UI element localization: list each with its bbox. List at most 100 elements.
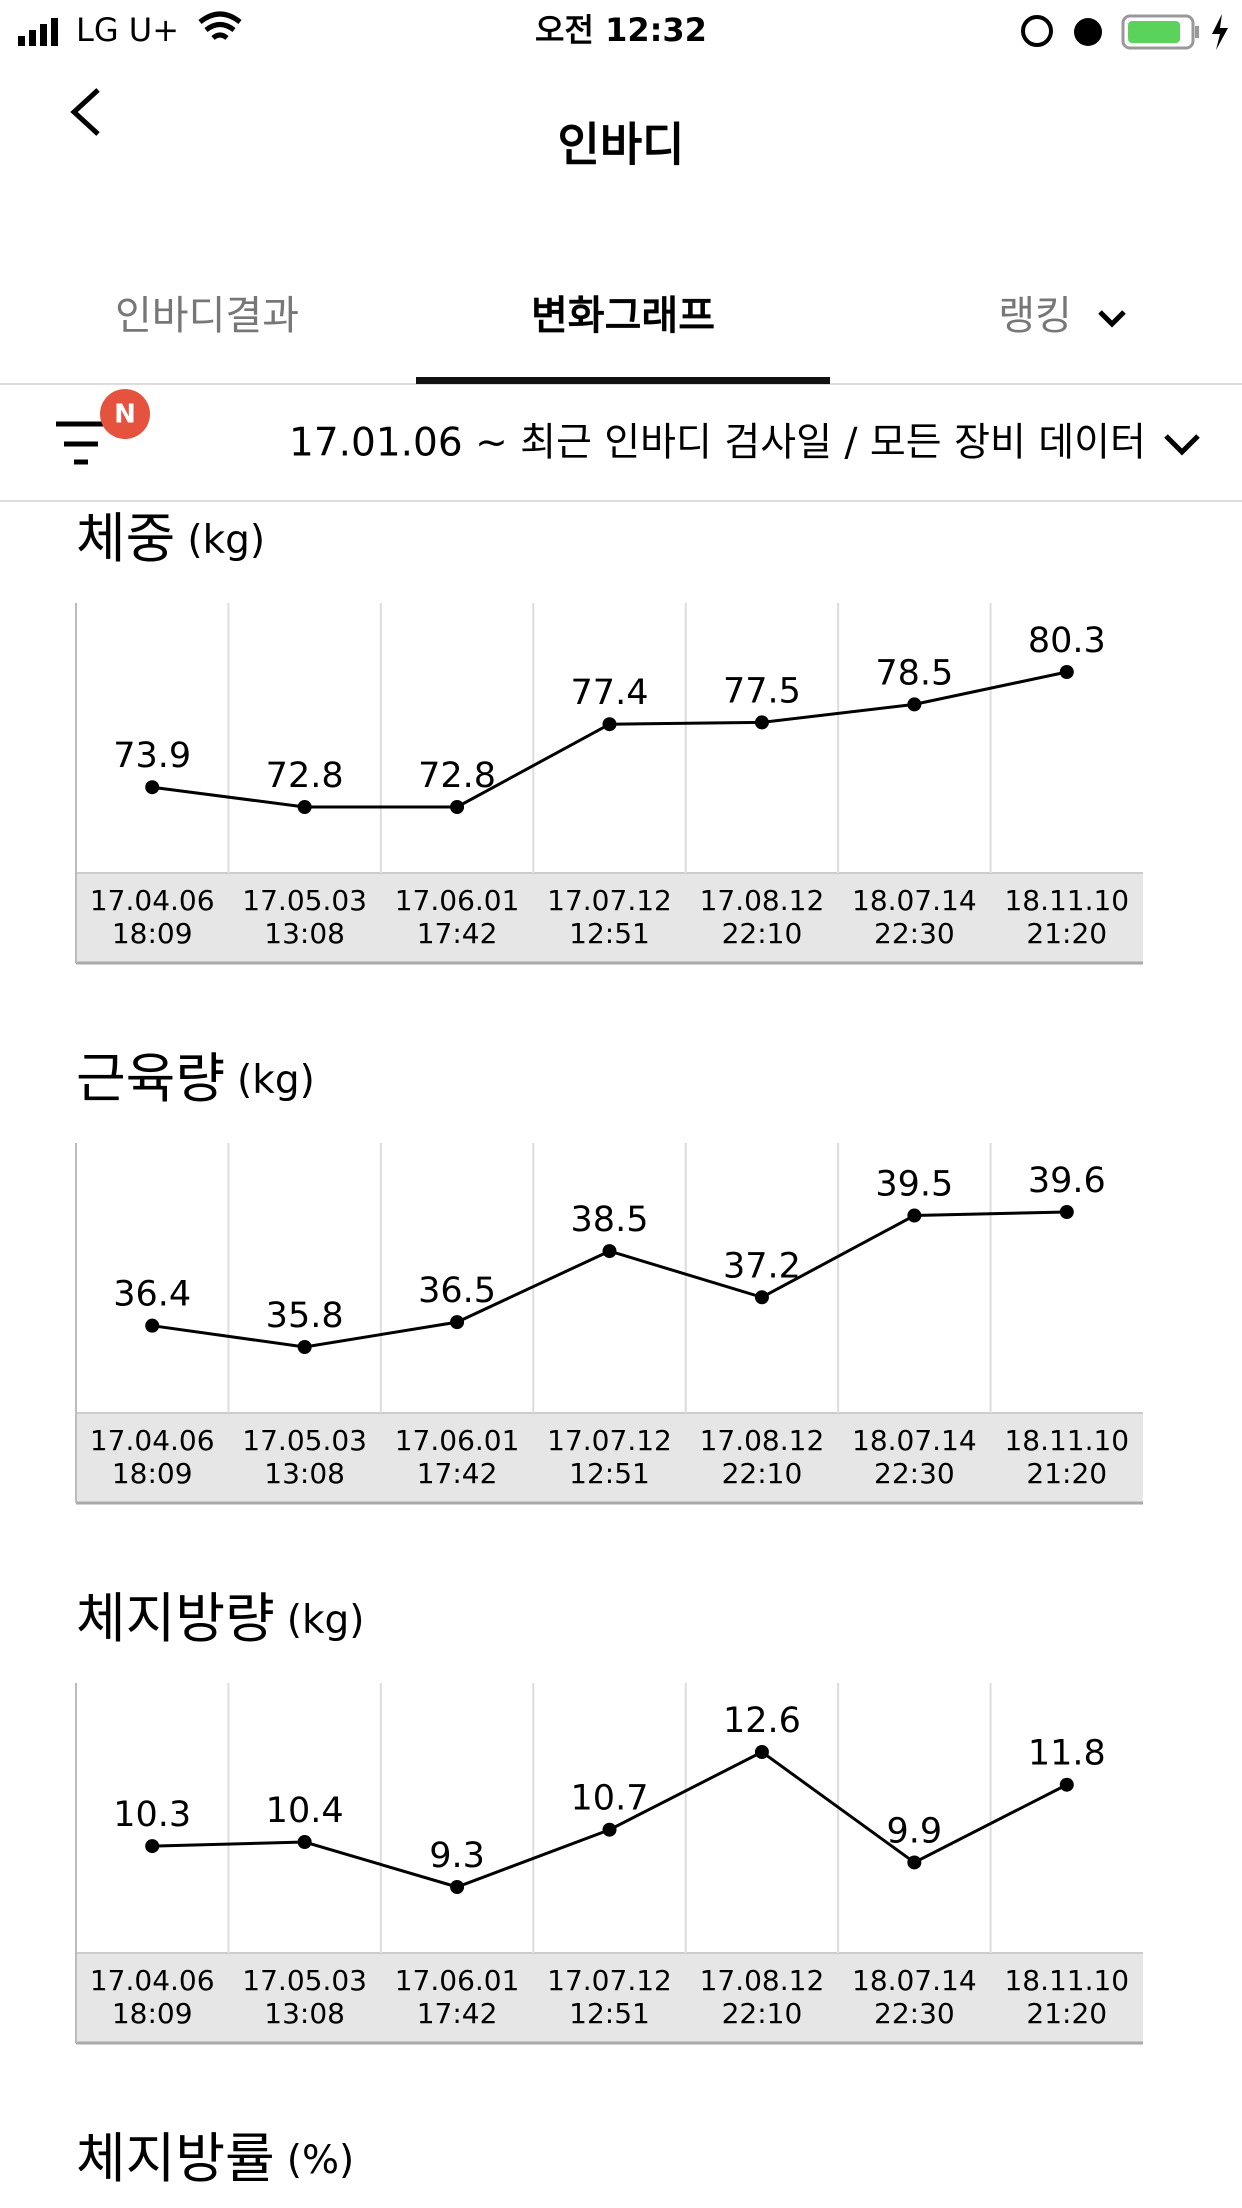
x-tick-label: 17.05.03 xyxy=(242,1424,367,1457)
data-label: 38.5 xyxy=(571,1200,649,1240)
data-point xyxy=(907,1208,922,1223)
data-point xyxy=(602,1244,617,1259)
data-label: 77.5 xyxy=(723,671,801,711)
date-band xyxy=(76,873,1143,963)
x-tick-label: 18.11.10 xyxy=(1004,1424,1129,1457)
x-tick-label: 17.08.12 xyxy=(700,884,825,917)
x-tick-label: 17.04.06 xyxy=(90,1424,215,1457)
data-point xyxy=(450,800,465,814)
data-point xyxy=(907,697,922,712)
x-tick-label: 18:09 xyxy=(112,917,193,950)
x-tick-label: 22:10 xyxy=(722,917,803,950)
data-point xyxy=(1059,1777,1074,1792)
tab[interactable]: 인바디결과 xyxy=(115,293,299,339)
x-tick-label: 12:51 xyxy=(569,1997,650,2030)
chart-title-text: 근육량 xyxy=(76,1047,225,1110)
badge xyxy=(100,389,150,439)
chart-unit: (kg) xyxy=(187,518,265,563)
x-tick-label: 17.06.01 xyxy=(395,1424,520,1457)
x-tick-label: 22:30 xyxy=(874,1457,955,1490)
x-tick-label: 18.07.14 xyxy=(852,1424,977,1457)
x-tick-label: 17.07.12 xyxy=(547,884,672,917)
x-tick-label: 21:20 xyxy=(1026,1457,1107,1490)
x-tick-label: 18.11.10 xyxy=(1004,884,1129,917)
chart-title: 체지방률 (%) xyxy=(76,2127,354,2190)
x-tick-label: 17:42 xyxy=(417,1457,498,1490)
data-label: 10.3 xyxy=(113,1795,191,1835)
chart-title: 체지방량 (kg) xyxy=(76,1587,365,1650)
data-label: 10.4 xyxy=(266,1791,344,1831)
data-point xyxy=(297,1340,312,1354)
data-point xyxy=(450,1315,465,1330)
filter-label[interactable]: 17.01.06 ~ 최근 인바디 검사일 / 모든 장비 데이터 xyxy=(289,421,1146,466)
data-label: 10.7 xyxy=(571,1779,649,1819)
chart-unit: (kg) xyxy=(287,1598,365,1643)
data-label: 36.4 xyxy=(113,1275,191,1315)
data-point xyxy=(602,1822,617,1837)
data-point xyxy=(145,1318,160,1333)
x-tick-label: 21:20 xyxy=(1026,917,1107,950)
carrier: LG U+ xyxy=(76,11,179,49)
chart-title-text: 체지방량 xyxy=(76,1587,275,1650)
data-point xyxy=(145,780,160,795)
x-tick-label: 18.11.10 xyxy=(1004,1964,1129,1997)
rotation-lock-icon xyxy=(1021,15,1053,47)
data-point xyxy=(1059,665,1074,679)
data-point xyxy=(297,800,312,814)
x-tick-label: 17.08.12 xyxy=(700,1424,825,1457)
data-label: 37.2 xyxy=(723,1246,801,1286)
x-tick-label: 21:20 xyxy=(1026,1997,1107,2030)
data-point xyxy=(754,1745,769,1759)
x-tick-label: 22:10 xyxy=(722,1457,803,1490)
x-tick-label: 17.04.06 xyxy=(90,1964,215,1997)
x-tick-label: 17.05.03 xyxy=(242,884,367,917)
wifi-icon xyxy=(198,11,242,40)
x-tick-label: 17.08.12 xyxy=(700,1964,825,1997)
x-tick-label: 17.07.12 xyxy=(547,1964,672,1997)
header-title: 인바디 xyxy=(558,118,685,172)
x-tick-label: 17.05.03 xyxy=(242,1964,367,1997)
data-label: 72.8 xyxy=(266,756,344,796)
tab[interactable]: 랭킹 xyxy=(998,293,1072,339)
clock: 오전 12:32 xyxy=(535,11,707,49)
x-tick-label: 17.06.01 xyxy=(395,1964,520,1997)
battery-icon xyxy=(1121,14,1228,50)
x-tick-label: 17.07.12 xyxy=(547,1424,672,1457)
data-label: 9.9 xyxy=(887,1811,943,1851)
x-tick-label: 18:09 xyxy=(112,1997,193,2030)
x-tick-label: 13:08 xyxy=(264,1457,345,1490)
data-label: 80.3 xyxy=(1028,621,1106,661)
x-tick-label: 18.07.14 xyxy=(852,1964,977,1997)
data-label: 77.4 xyxy=(571,673,649,713)
chart-title-text: 체지방률 xyxy=(76,2127,275,2190)
chart-unit: (%) xyxy=(287,2138,355,2183)
data-point xyxy=(450,1880,465,1894)
back-button[interactable] xyxy=(70,88,100,136)
data-point xyxy=(754,715,769,730)
signal-icon xyxy=(18,18,58,46)
tab[interactable]: 변화그래프 xyxy=(531,293,715,339)
chart-title-text: 체중 xyxy=(76,507,175,570)
x-tick-label: 13:08 xyxy=(264,917,345,950)
x-tick-label: 12:51 xyxy=(569,1457,650,1490)
filter-dropdown[interactable] xyxy=(1164,434,1200,456)
data-label: 39.6 xyxy=(1028,1161,1106,1201)
data-label: 35.8 xyxy=(266,1296,344,1336)
x-tick-label: 18.07.14 xyxy=(852,884,977,917)
x-tick-label: 17:42 xyxy=(417,1997,498,2030)
alarm-icon xyxy=(1074,18,1102,46)
x-tick-label: 17.06.01 xyxy=(395,884,520,917)
tab-dropdown xyxy=(1098,310,1126,328)
x-tick-label: 12:51 xyxy=(569,917,650,950)
data-label: 11.8 xyxy=(1028,1734,1106,1774)
data-point xyxy=(297,1835,312,1849)
x-tick-label: 17.04.06 xyxy=(90,884,215,917)
tab-underline xyxy=(416,377,830,384)
filter-icon[interactable] xyxy=(56,421,106,465)
data-point xyxy=(907,1855,922,1870)
data-label: 39.5 xyxy=(875,1165,953,1205)
x-tick-label: 22:30 xyxy=(874,1997,955,2030)
